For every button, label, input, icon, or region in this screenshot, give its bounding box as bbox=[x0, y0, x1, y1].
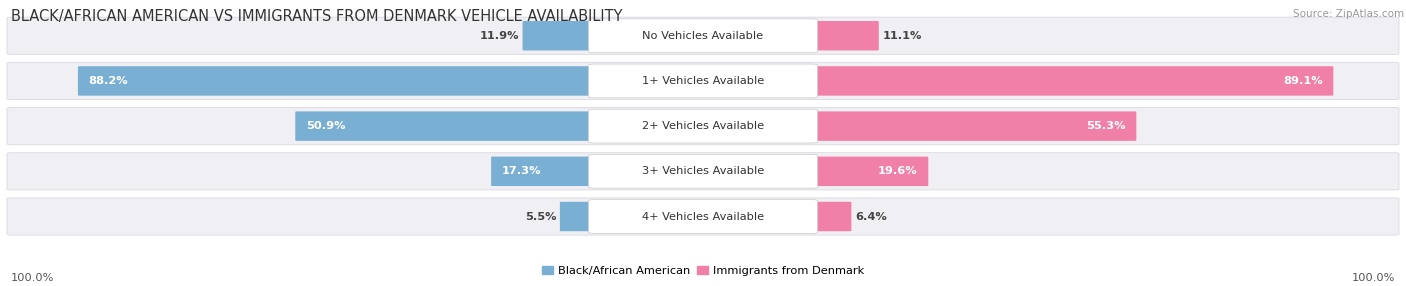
FancyBboxPatch shape bbox=[523, 21, 596, 50]
FancyBboxPatch shape bbox=[588, 200, 818, 233]
FancyBboxPatch shape bbox=[491, 157, 596, 186]
FancyBboxPatch shape bbox=[810, 21, 879, 50]
Text: 1+ Vehicles Available: 1+ Vehicles Available bbox=[643, 76, 763, 86]
FancyBboxPatch shape bbox=[7, 62, 1399, 100]
FancyBboxPatch shape bbox=[810, 157, 928, 186]
Text: No Vehicles Available: No Vehicles Available bbox=[643, 31, 763, 41]
Text: 2+ Vehicles Available: 2+ Vehicles Available bbox=[643, 121, 763, 131]
Legend: Black/African American, Immigrants from Denmark: Black/African American, Immigrants from … bbox=[537, 261, 869, 280]
FancyBboxPatch shape bbox=[810, 66, 1333, 96]
FancyBboxPatch shape bbox=[7, 17, 1399, 54]
Text: 3+ Vehicles Available: 3+ Vehicles Available bbox=[643, 166, 763, 176]
Text: BLACK/AFRICAN AMERICAN VS IMMIGRANTS FROM DENMARK VEHICLE AVAILABILITY: BLACK/AFRICAN AMERICAN VS IMMIGRANTS FRO… bbox=[11, 9, 623, 23]
FancyBboxPatch shape bbox=[560, 202, 596, 231]
Text: 5.5%: 5.5% bbox=[524, 212, 557, 221]
FancyBboxPatch shape bbox=[810, 202, 852, 231]
FancyBboxPatch shape bbox=[588, 19, 818, 53]
Text: 17.3%: 17.3% bbox=[502, 166, 541, 176]
Text: 4+ Vehicles Available: 4+ Vehicles Available bbox=[643, 212, 763, 221]
FancyBboxPatch shape bbox=[77, 66, 596, 96]
Text: 100.0%: 100.0% bbox=[1351, 273, 1395, 283]
FancyBboxPatch shape bbox=[588, 64, 818, 98]
FancyBboxPatch shape bbox=[7, 198, 1399, 235]
Text: 11.9%: 11.9% bbox=[479, 31, 519, 41]
Text: 100.0%: 100.0% bbox=[11, 273, 55, 283]
FancyBboxPatch shape bbox=[295, 112, 596, 141]
Text: 50.9%: 50.9% bbox=[307, 121, 346, 131]
Text: 88.2%: 88.2% bbox=[89, 76, 128, 86]
FancyBboxPatch shape bbox=[588, 154, 818, 188]
Text: 89.1%: 89.1% bbox=[1284, 76, 1323, 86]
FancyBboxPatch shape bbox=[7, 108, 1399, 145]
FancyBboxPatch shape bbox=[588, 109, 818, 143]
Text: Source: ZipAtlas.com: Source: ZipAtlas.com bbox=[1294, 9, 1405, 19]
Text: 6.4%: 6.4% bbox=[855, 212, 887, 221]
FancyBboxPatch shape bbox=[7, 153, 1399, 190]
Text: 55.3%: 55.3% bbox=[1087, 121, 1126, 131]
Text: 19.6%: 19.6% bbox=[879, 166, 918, 176]
Text: 11.1%: 11.1% bbox=[883, 31, 922, 41]
FancyBboxPatch shape bbox=[810, 112, 1136, 141]
